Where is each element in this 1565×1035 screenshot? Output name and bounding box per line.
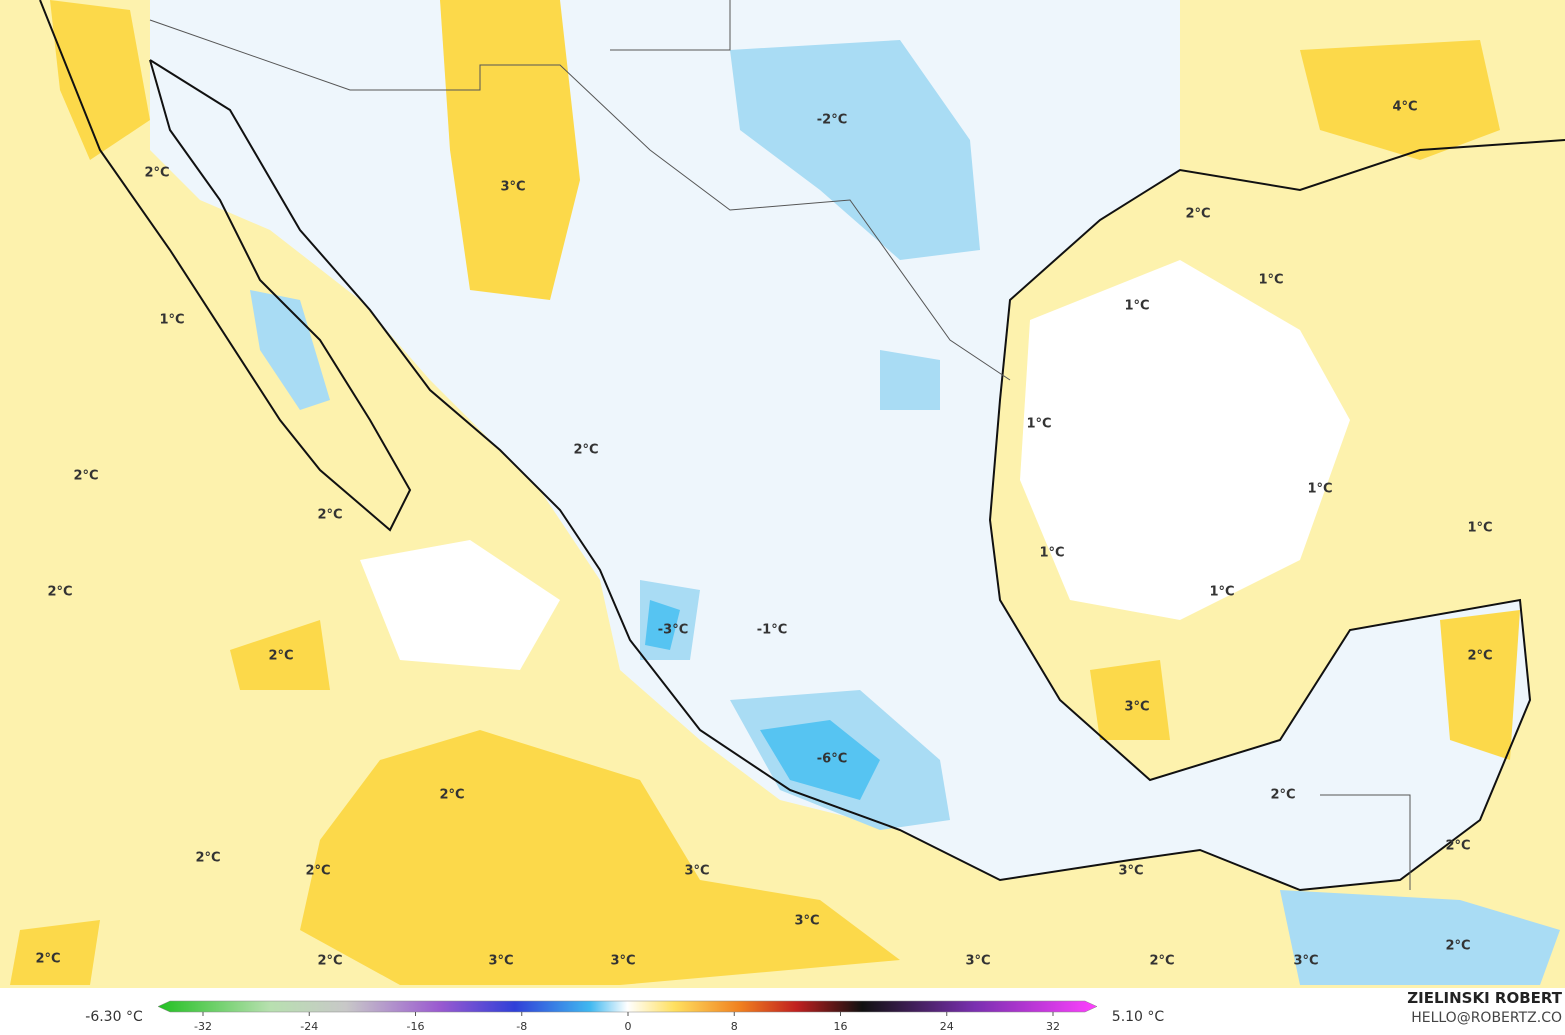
contour-label: 4°C	[1392, 100, 1417, 115]
contour-label: 2°C	[439, 788, 464, 803]
contour-label: 2°C	[305, 864, 330, 879]
contour-label: 1°C	[1209, 585, 1234, 600]
min-label: -6.30 °C	[85, 1009, 143, 1025]
contour-labels: 2°C 3°C -2°C 4°C 2°C 1°C 1°C 1°C 1°C 2°C 2°C 1°C 2°C…	[35, 100, 1492, 969]
contour-label: 2°C	[1445, 939, 1470, 954]
tick-label: -16	[407, 1020, 425, 1033]
contour-label: 1°C	[1307, 482, 1332, 497]
contour-label: 3°C	[794, 914, 819, 929]
contour-label: 2°C	[195, 851, 220, 866]
credit-email: HELLO@ROBERTZ.CO	[1411, 1010, 1562, 1026]
contour-label: 2°C	[1185, 207, 1210, 222]
contour-label: 2°C	[317, 508, 342, 523]
contour-label: -2°C	[817, 113, 847, 128]
tick-label: -8	[516, 1020, 527, 1033]
warm-low-field	[1020, 260, 1350, 620]
contour-label: 3°C	[500, 180, 525, 195]
tick-label: 8	[731, 1020, 738, 1033]
contour-label: 1°C	[1258, 273, 1283, 288]
contour-label: -6°C	[817, 752, 847, 767]
contour-label: 1°C	[159, 313, 184, 328]
contour-label: 3°C	[1124, 700, 1149, 715]
contour-label: 2°C	[73, 469, 98, 484]
contour-label: 3°C	[488, 954, 513, 969]
warm-low-field	[360, 540, 560, 670]
map: 2°C 3°C -2°C 4°C 2°C 1°C 1°C 1°C 1°C 2°C 2°C 1°C 2°C…	[0, 0, 1565, 988]
tick-label: 0	[625, 1020, 632, 1033]
contour-label: 3°C	[1118, 864, 1143, 879]
contour-label: 2°C	[317, 954, 342, 969]
contour-label: -1°C	[757, 623, 787, 638]
contour-label: 2°C	[268, 649, 293, 664]
colorbar	[157, 1000, 1098, 1013]
cold-core	[645, 600, 880, 800]
tick-label: 24	[940, 1020, 954, 1033]
contour-label: 2°C	[144, 166, 169, 181]
contour-label: 2°C	[35, 952, 60, 967]
coastline	[39, 0, 1565, 892]
contour-label: 3°C	[1293, 954, 1318, 969]
contour-label: 2°C	[47, 585, 72, 600]
contour-label: 2°C	[1445, 839, 1470, 854]
contour-label: 1°C	[1039, 546, 1064, 561]
tick-label: -24	[300, 1020, 318, 1033]
tick-label: 32	[1046, 1020, 1060, 1033]
contour-label: 2°C	[1467, 649, 1492, 664]
contour-label: 2°C	[573, 443, 598, 458]
credit-name: ZIELINSKI ROBERT	[1407, 989, 1562, 1007]
borders	[149, 0, 1411, 890]
tick-label: 16	[834, 1020, 848, 1033]
contour-label: 1°C	[1124, 299, 1149, 314]
tick-label: -32	[194, 1020, 212, 1033]
contour-label: 2°C	[1149, 954, 1174, 969]
contour-label: -3°C	[658, 623, 688, 638]
max-label: 5.10 °C	[1112, 1009, 1165, 1025]
contour-label: 2°C	[1270, 788, 1295, 803]
colorbar-ticks: -32 -24 -16 -8 0 8 16 24 32	[194, 1012, 1060, 1033]
contour-label: 1°C	[1467, 521, 1492, 536]
legend-bar: -6.30 °C 5.10 °C ZIELINSKI ROBERT HELLO@…	[0, 988, 1565, 1035]
warm-areas	[10, 0, 1520, 985]
contour-label: 3°C	[610, 954, 635, 969]
contour-label: 3°C	[684, 864, 709, 879]
contour-label: 3°C	[965, 954, 990, 969]
contour-label: 1°C	[1026, 417, 1051, 432]
